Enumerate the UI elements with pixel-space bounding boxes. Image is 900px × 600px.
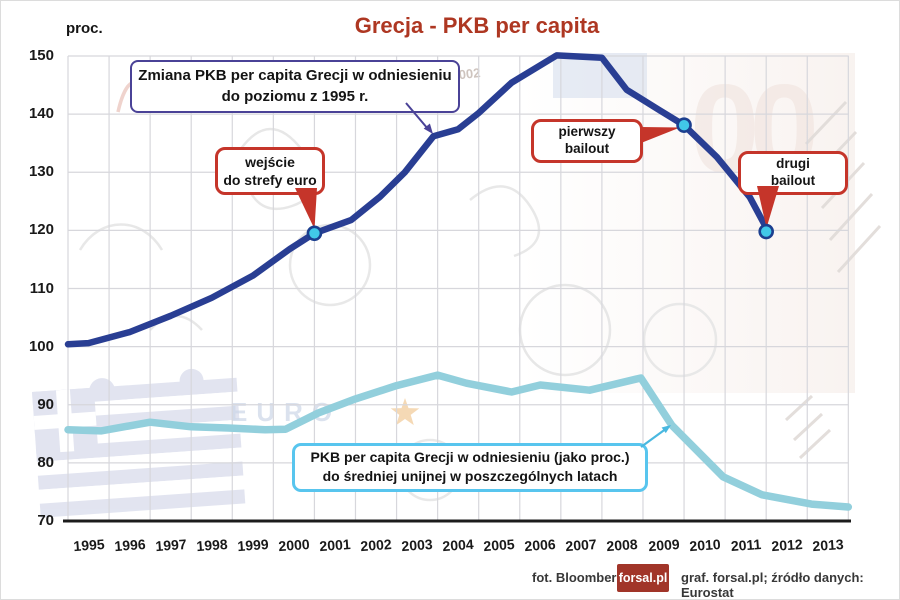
series-line-1 bbox=[64, 52, 772, 348]
watermark-layer: 2002 EURO 00 bbox=[31, 53, 882, 518]
callout-first-bailout: pierwszy bailout bbox=[531, 119, 643, 163]
callout-second-bailout-line1: drugi bbox=[776, 156, 810, 171]
greek-flag-watermark bbox=[31, 368, 246, 518]
x-tick-label: 2012 bbox=[770, 535, 803, 555]
y-tick-label: 90 bbox=[37, 395, 54, 413]
graphic-credit: graf. forsal.pl; źródło danych: Eurostat bbox=[681, 570, 864, 600]
y-tick-label: 120 bbox=[28, 221, 54, 239]
x-tick-label: 1996 bbox=[113, 535, 146, 555]
x-tick-label: 2008 bbox=[606, 535, 639, 555]
series1-annotation-box: Zmiana PKB per capita Grecji w odniesien… bbox=[130, 60, 460, 113]
x-tick-label: 2005 bbox=[483, 535, 516, 555]
y-tick-label: 100 bbox=[28, 337, 54, 355]
x-tick-label: 1999 bbox=[236, 535, 269, 555]
x-tick-label: 1995 bbox=[72, 535, 105, 555]
photo-credit: fot. Bloomberg bbox=[532, 570, 625, 585]
x-tick-label: 2002 bbox=[359, 535, 393, 555]
callout-euro-line2: do strefy euro bbox=[223, 172, 317, 189]
banknote-tint-watermark bbox=[520, 53, 855, 393]
callout-euro-entry: wejście do strefy euro bbox=[215, 147, 325, 196]
callout-first-bailout-line1: pierwszy bbox=[558, 124, 616, 139]
callout-second-bailout: drugi bailout bbox=[738, 151, 848, 195]
series2-annotation-line1: PKB per capita Grecji w odniesieniu (jak… bbox=[310, 449, 630, 465]
series1-annotation-line1: Zmiana PKB per capita Grecji w odniesien… bbox=[138, 67, 452, 84]
series2-annotation-box: PKB per capita Grecji w odniesieniu (jak… bbox=[292, 443, 648, 492]
callout-first-bailout-line2: bailout bbox=[564, 140, 610, 156]
y-tick-label: 140 bbox=[28, 105, 54, 123]
y-tick-label: 110 bbox=[29, 279, 54, 297]
x-tick-label: 2010 bbox=[688, 535, 721, 555]
y-tick-label: 150 bbox=[28, 47, 54, 64]
x-tick-label: 1998 bbox=[195, 535, 228, 555]
series2-annotation-line2: do średniej unijnej w poszczególnych lat… bbox=[322, 468, 618, 485]
callout-euro-line1: wejście bbox=[245, 154, 295, 170]
series1-annotation-line2: do poziomu z 1995 r. bbox=[221, 88, 369, 106]
x-tick-label: 2004 bbox=[442, 535, 475, 555]
x-tick-label: 2001 bbox=[318, 535, 352, 555]
series-line-2 bbox=[64, 371, 853, 511]
x-tick-label: 2011 bbox=[729, 535, 762, 555]
callout-second-bailout-line2: bailout bbox=[770, 172, 816, 188]
chart-title: Grecja - PKB per capita bbox=[354, 13, 600, 38]
series-layer bbox=[64, 52, 853, 511]
forsal-logo: forsal.pl bbox=[617, 564, 669, 592]
y-axis-unit-label: proc. bbox=[66, 20, 103, 37]
x-tick-label: 2009 bbox=[647, 535, 680, 555]
y-tick-label: 70 bbox=[37, 512, 54, 529]
x-tick-label: 2007 bbox=[565, 535, 598, 555]
x-tick-label: 2000 bbox=[277, 535, 310, 555]
x-tick-label: 1997 bbox=[154, 535, 187, 555]
y-tick-label: 130 bbox=[28, 163, 54, 181]
euro-star-watermark bbox=[390, 398, 420, 426]
x-tick-label: 2006 bbox=[524, 535, 557, 555]
y-tick-label: 80 bbox=[37, 453, 54, 471]
x-tick-label: 2003 bbox=[400, 535, 434, 555]
x-tick-label: 2013 bbox=[811, 535, 844, 555]
